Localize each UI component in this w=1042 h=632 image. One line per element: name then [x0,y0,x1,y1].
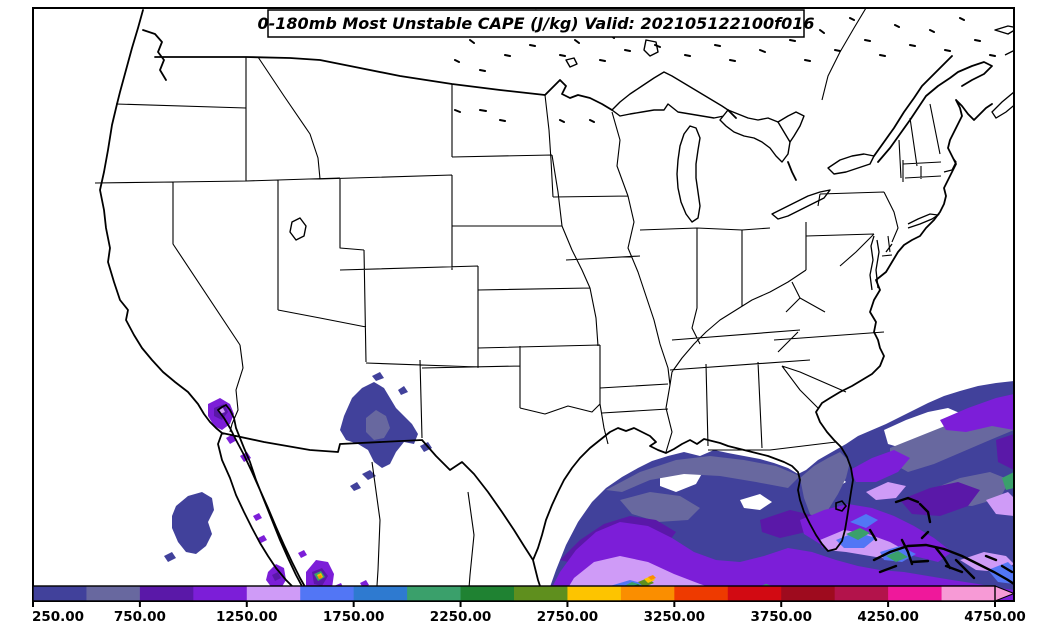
colorbar-tick-label: 750.00 [114,609,166,625]
map-title: 0-180mb Most Unstable CAPE (J/kg) Valid:… [258,14,815,33]
colorbar-tick-label: 4750.00 [964,609,1026,625]
colorbar-band [300,586,355,601]
colorbar-frame [32,585,996,602]
colorbar-band [246,586,301,601]
colorbar-tick-label: 2250.00 [430,609,492,625]
colorbar-tick-label: 1250.00 [216,609,278,625]
colorbar-band [727,586,782,601]
anticosti-island [994,25,1014,35]
title-box: 0-180mb Most Unstable CAPE (J/kg) Valid:… [258,9,815,38]
colorbar-band [514,586,568,601]
coastal-details [869,49,1014,291]
colorbar-band [567,586,622,601]
colorbar-band [620,586,675,601]
colorbar-band [941,586,996,601]
colorbar-band [139,586,194,601]
colorbar-band [353,586,408,601]
colorbar-band [407,586,462,601]
georgian-bay [777,111,805,143]
colorbar-tick-label: 3750.00 [750,609,812,625]
colorbar-tick-label: 1750.00 [323,609,385,625]
colorbar-band [33,586,87,601]
colorbar-band [888,586,943,601]
colorbar-band [460,586,515,601]
great-salt-lake [289,217,307,241]
islands-cuba-bahamas [835,496,1014,586]
colorbar-band [834,586,889,601]
coastlines [99,9,993,601]
colorbar-band [193,586,248,601]
colorbar-tick-label: 250.00 [32,609,84,625]
canada-lake [565,57,578,68]
colorbar: 250.00 750.00 1250.00 1750.00 2250.00 2750.00… [32,585,1026,625]
colorbar-tick-label: 2750.00 [537,609,599,625]
lake-nipigon [643,39,659,57]
colorbar-tick-label: 4250.00 [857,609,919,625]
colorbar-band [674,586,729,601]
lake-ontario [827,153,875,175]
lake-huron [719,109,791,163]
lake-michigan [676,125,701,223]
colorbar-band [781,586,836,601]
lake-okeechobee [835,500,848,512]
state-borders [94,8,942,601]
colorbar-tick-label: 3250.00 [644,609,706,625]
colorbar-band [86,586,141,601]
